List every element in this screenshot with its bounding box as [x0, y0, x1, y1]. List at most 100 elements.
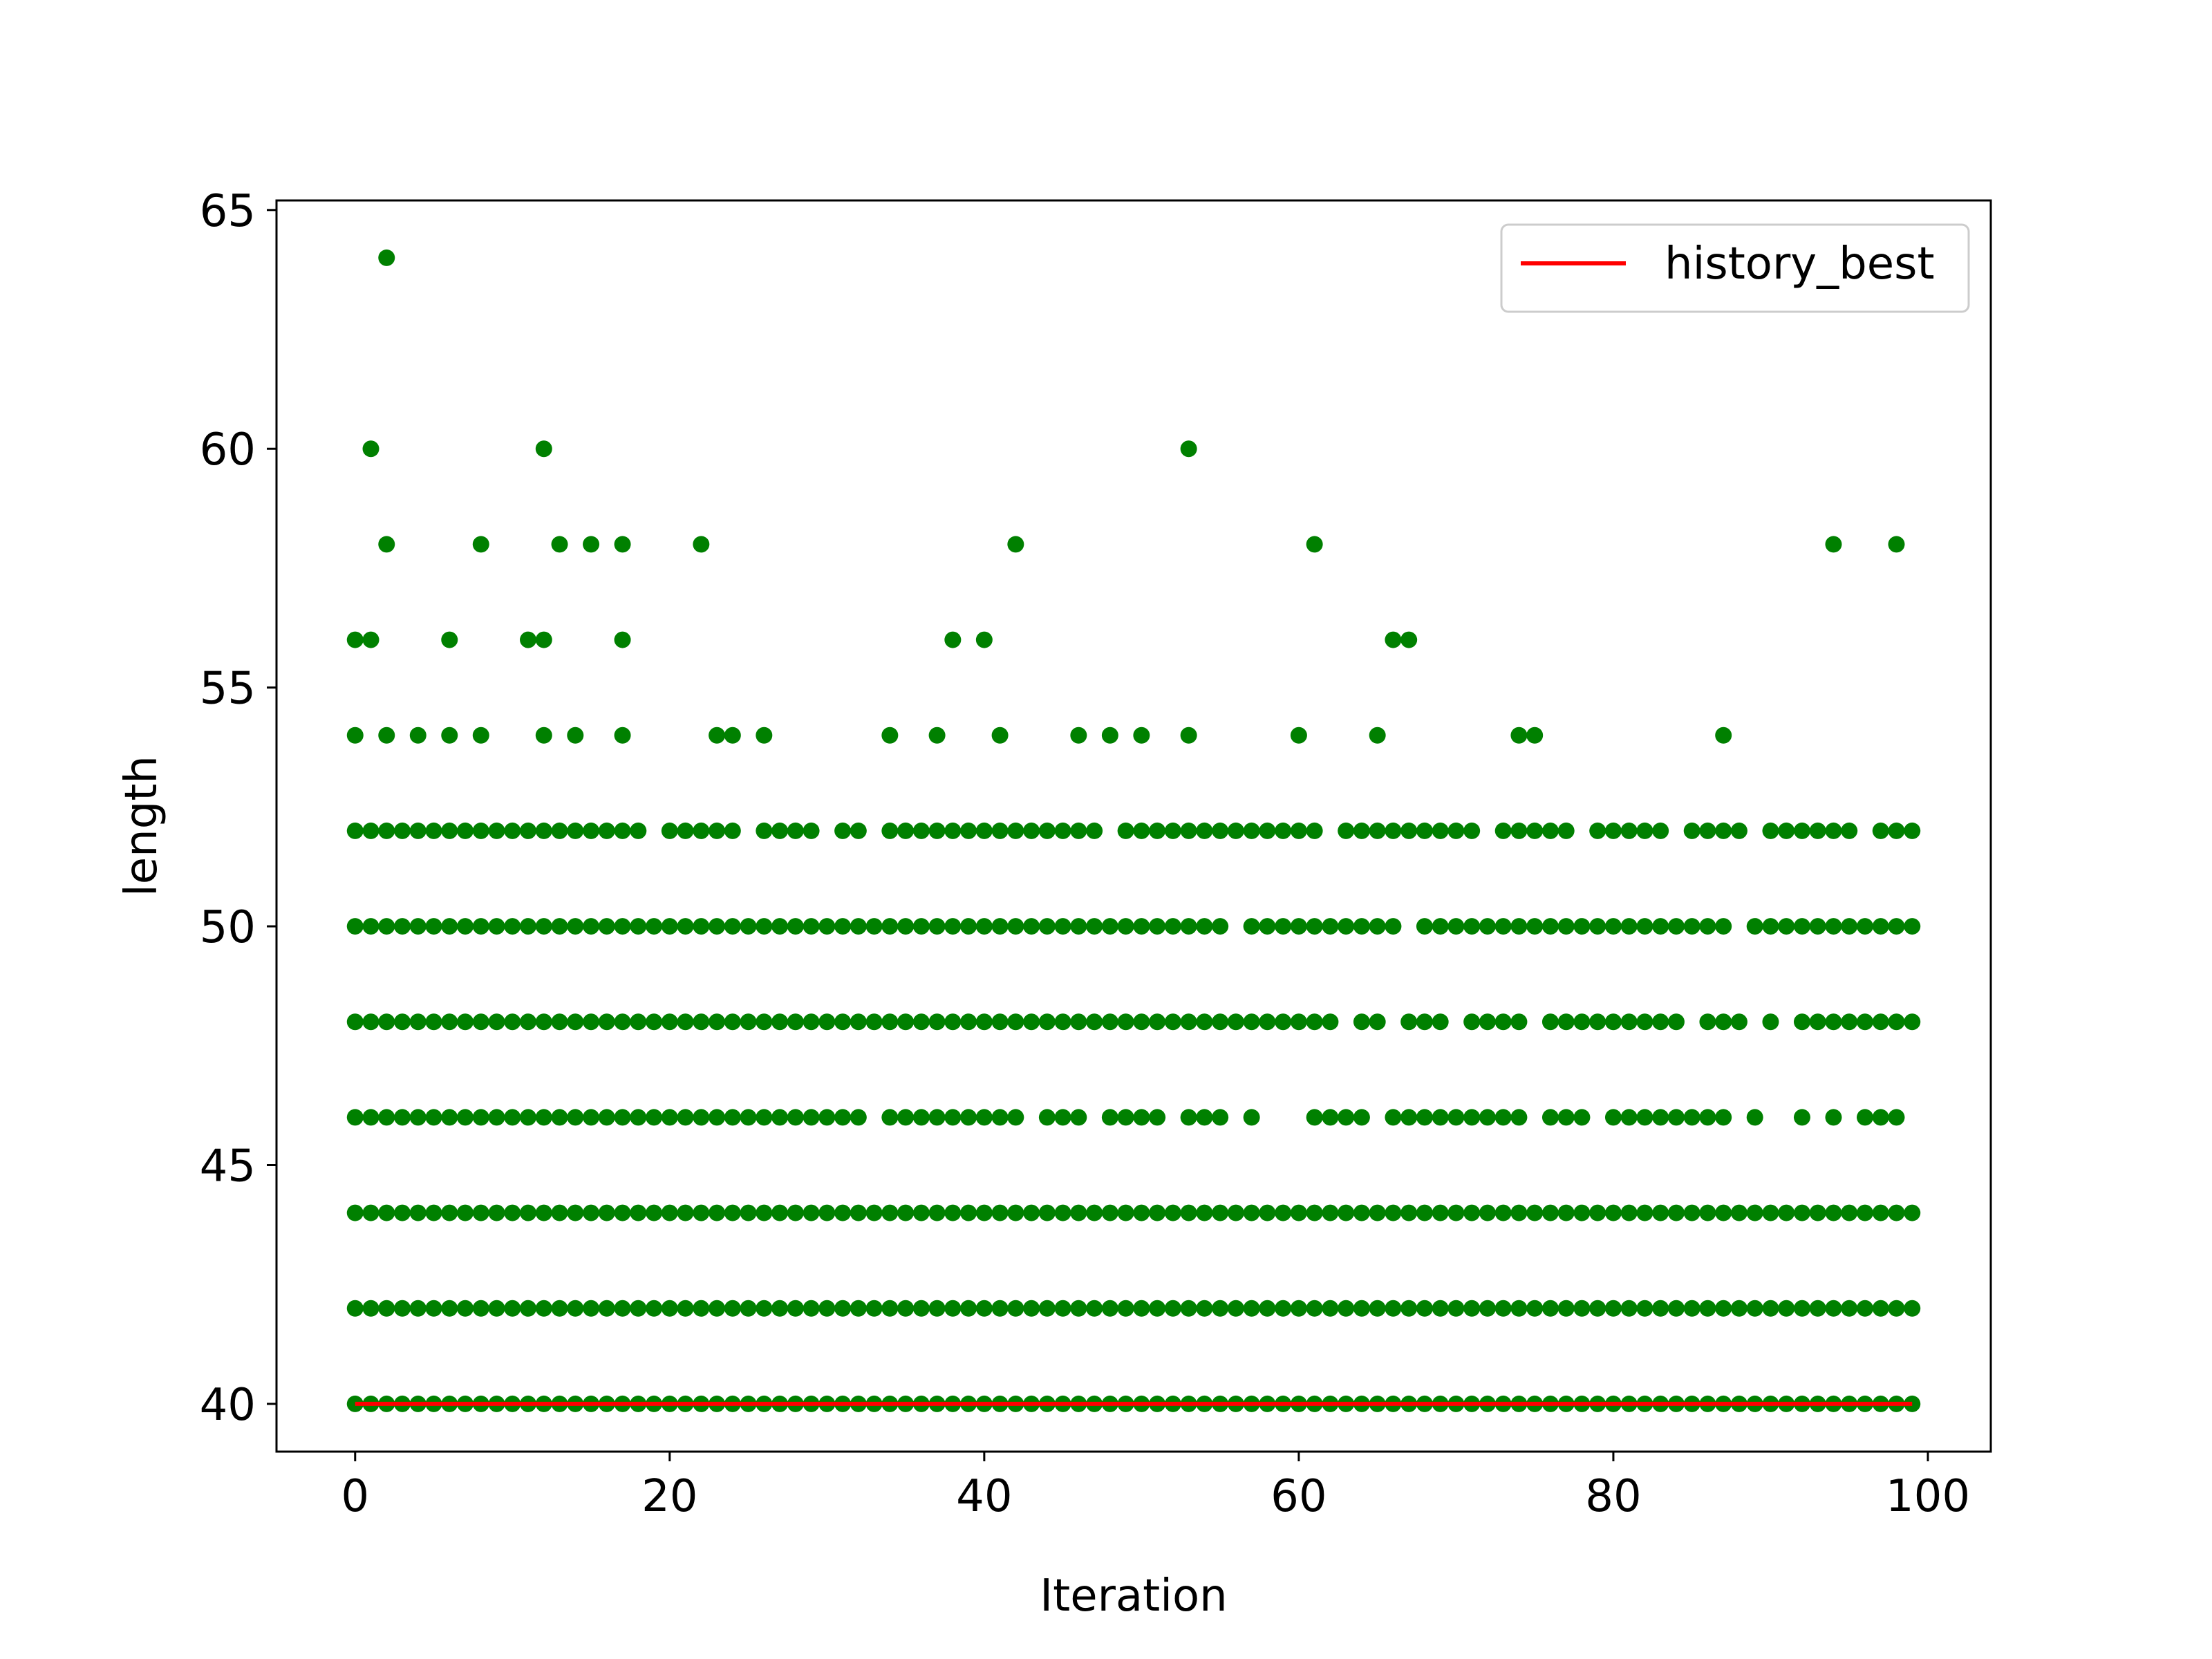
scatter-point [362, 822, 379, 839]
scatter-point [409, 727, 427, 744]
scatter-point [362, 1300, 379, 1317]
scatter-point [771, 1109, 789, 1126]
scatter-point [944, 1109, 962, 1126]
scatter-point [1416, 918, 1433, 935]
scatter-point [1541, 1300, 1559, 1317]
scatter-point [975, 1013, 993, 1031]
scatter-point [583, 1109, 600, 1126]
scatter-point [1715, 1013, 1732, 1031]
scatter-point [457, 918, 474, 935]
scatter-point [1557, 918, 1575, 935]
scatter-point [897, 918, 915, 935]
scatter-point [960, 1204, 977, 1221]
scatter-point [504, 1013, 521, 1031]
scatter-point [1699, 1300, 1716, 1317]
scatter-point [1212, 1013, 1229, 1031]
scatter-point [928, 1013, 946, 1031]
scatter-point [551, 536, 568, 553]
scatter-point [1793, 1300, 1810, 1317]
scatter-point [472, 727, 489, 744]
scatter-point [362, 1109, 379, 1126]
scatter-point [598, 1300, 615, 1317]
scatter-point [944, 822, 962, 839]
scatter-point [1101, 1013, 1118, 1031]
scatter-point [1636, 918, 1653, 935]
scatter-point [1038, 1109, 1056, 1126]
scatter-point [1353, 918, 1370, 935]
scatter-point [1290, 822, 1307, 839]
scatter-point [346, 631, 364, 648]
scatter-point [1212, 1204, 1229, 1221]
scatter-point [1306, 1013, 1323, 1031]
scatter-point [504, 822, 521, 839]
scatter-point [1306, 1109, 1323, 1126]
scatter-point [646, 1204, 663, 1221]
scatter-point [740, 1300, 757, 1317]
scatter-point [535, 1013, 552, 1031]
scatter-point [1872, 822, 1889, 839]
scatter-point [567, 822, 584, 839]
x-tick-label: 20 [641, 1471, 697, 1522]
scatter-point [1494, 822, 1512, 839]
scatter-point [1290, 727, 1307, 744]
scatter-point [1888, 822, 1905, 839]
scatter-point [803, 822, 820, 839]
scatter-point [1369, 918, 1386, 935]
scatter-point [944, 1300, 962, 1317]
scatter-point [1275, 1204, 1292, 1221]
scatter-point [378, 1109, 395, 1126]
scatter-point [488, 1300, 505, 1317]
scatter-point [1054, 822, 1071, 839]
scatter-point [1557, 1300, 1575, 1317]
x-axis-ticks: 0 20 40 60 80 100 [341, 1452, 1970, 1522]
scatter-point [912, 822, 930, 839]
scatter-point [346, 822, 364, 839]
scatter-point [1101, 1300, 1118, 1317]
x-tick-label: 40 [956, 1471, 1012, 1522]
scatter-point [897, 1300, 915, 1317]
scatter-point [1604, 1300, 1622, 1317]
scatter-point [1793, 1109, 1810, 1126]
scatter-point [1541, 1013, 1559, 1031]
scatter-point [1841, 1300, 1858, 1317]
scatter-point [583, 536, 600, 553]
scatter-point [1070, 918, 1087, 935]
scatter-point [1683, 1109, 1700, 1126]
scatter-point [1038, 822, 1056, 839]
scatter-point [1526, 727, 1544, 744]
scatter-point [677, 918, 694, 935]
scatter-point [661, 918, 678, 935]
scatter-point [551, 1300, 568, 1317]
scatter-point [1086, 1204, 1103, 1221]
scatter-point [1164, 1300, 1181, 1317]
scatter-point [583, 918, 600, 935]
scatter-point [960, 918, 977, 935]
scatter-point [1746, 1109, 1763, 1126]
scatter-point [1117, 1013, 1134, 1031]
scatter-point [1809, 1300, 1826, 1317]
scatter-point [928, 1109, 946, 1126]
scatter-point [865, 1013, 883, 1031]
scatter-point [818, 1109, 836, 1126]
scatter-point [834, 1013, 852, 1031]
scatter-point [1510, 1013, 1528, 1031]
scatter-point [1463, 822, 1481, 839]
scatter-point [928, 918, 946, 935]
scatter-point [1338, 1109, 1355, 1126]
scatter-point [504, 1300, 521, 1317]
scatter-point [1715, 1204, 1732, 1221]
scatter-point [1762, 918, 1779, 935]
scatter-point [1432, 918, 1449, 935]
scatter-point [1730, 1204, 1747, 1221]
scatter-point [1557, 1109, 1575, 1126]
scatter-point [1306, 822, 1323, 839]
scatter-point [441, 1013, 458, 1031]
scatter-point [598, 822, 615, 839]
scatter-point [1180, 1013, 1197, 1031]
scatter-point [834, 1109, 852, 1126]
scatter-point [897, 1013, 915, 1031]
scatter-point [881, 1109, 899, 1126]
scatter-point [394, 822, 411, 839]
scatter-point [1541, 1204, 1559, 1221]
scatter-point [551, 1109, 568, 1126]
